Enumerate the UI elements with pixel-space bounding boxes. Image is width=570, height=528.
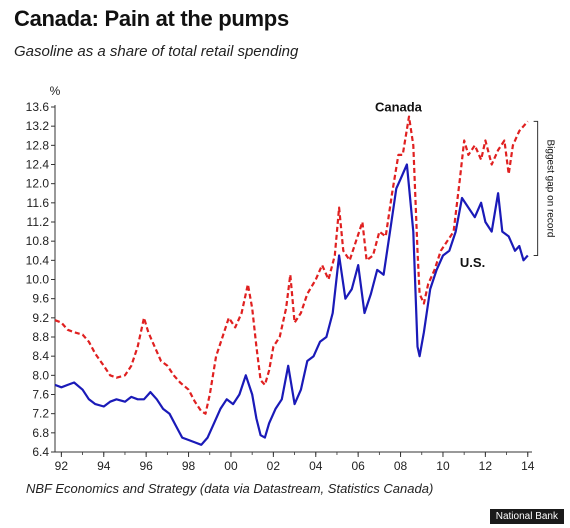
series-label-us: U.S. xyxy=(460,255,485,270)
y-tick-label: 12.0 xyxy=(26,177,50,191)
x-tick-label: 14 xyxy=(521,459,535,473)
x-tick-label: 94 xyxy=(97,459,111,473)
y-tick-label: 7.6 xyxy=(32,388,49,402)
y-tick-label: 11.2 xyxy=(27,215,50,229)
x-tick-label: 04 xyxy=(309,459,323,473)
x-tick-label: 12 xyxy=(479,459,493,473)
y-tick-label: 9.2 xyxy=(32,311,49,325)
series-line-us xyxy=(54,163,529,446)
y-tick-label: 11.6 xyxy=(27,196,50,210)
gap-bracket xyxy=(533,120,539,257)
y-tick-label: 13.6 xyxy=(26,100,50,114)
y-tick-label: 6.4 xyxy=(32,445,49,459)
y-tick-label: 6.8 xyxy=(32,426,49,440)
x-tick-label: 98 xyxy=(182,459,196,473)
y-tick-label: 13.2 xyxy=(26,119,50,133)
y-tick-label: 10.8 xyxy=(26,234,50,248)
y-tick-label: 10.0 xyxy=(26,273,50,287)
y-tick-label: 8.4 xyxy=(32,349,49,363)
y-tick-label: 8.8 xyxy=(32,330,49,344)
x-tick-label: 02 xyxy=(267,459,281,473)
x-tick-label: 10 xyxy=(436,459,450,473)
x-tick-label: 06 xyxy=(351,459,365,473)
y-tick-label: 9.6 xyxy=(32,292,49,306)
series-line-canada xyxy=(54,115,529,415)
x-tick-label: 08 xyxy=(394,459,408,473)
series-label-canada: Canada xyxy=(375,99,423,114)
y-tick-label: 12.4 xyxy=(26,158,50,172)
chart-title: Canada: Pain at the pumps xyxy=(14,6,289,31)
y-tick-label: 10.4 xyxy=(26,253,50,267)
x-tick-label: 92 xyxy=(55,459,69,473)
y-axis-unit: % xyxy=(50,84,61,98)
x-tick-label: 00 xyxy=(224,459,238,473)
x-tick-label: 96 xyxy=(139,459,153,473)
chart-subtitle: Gasoline as a share of total retail spen… xyxy=(14,43,299,60)
y-tick-label: 8.0 xyxy=(32,368,49,382)
source-note: NBF Economics and Strategy (data via Dat… xyxy=(26,481,434,496)
y-tick-label: 7.2 xyxy=(32,407,49,421)
y-tick-label: 12.8 xyxy=(26,138,50,152)
gap-annotation: Biggest gap on record xyxy=(545,140,556,238)
publisher-badge: National Bank xyxy=(489,509,564,524)
